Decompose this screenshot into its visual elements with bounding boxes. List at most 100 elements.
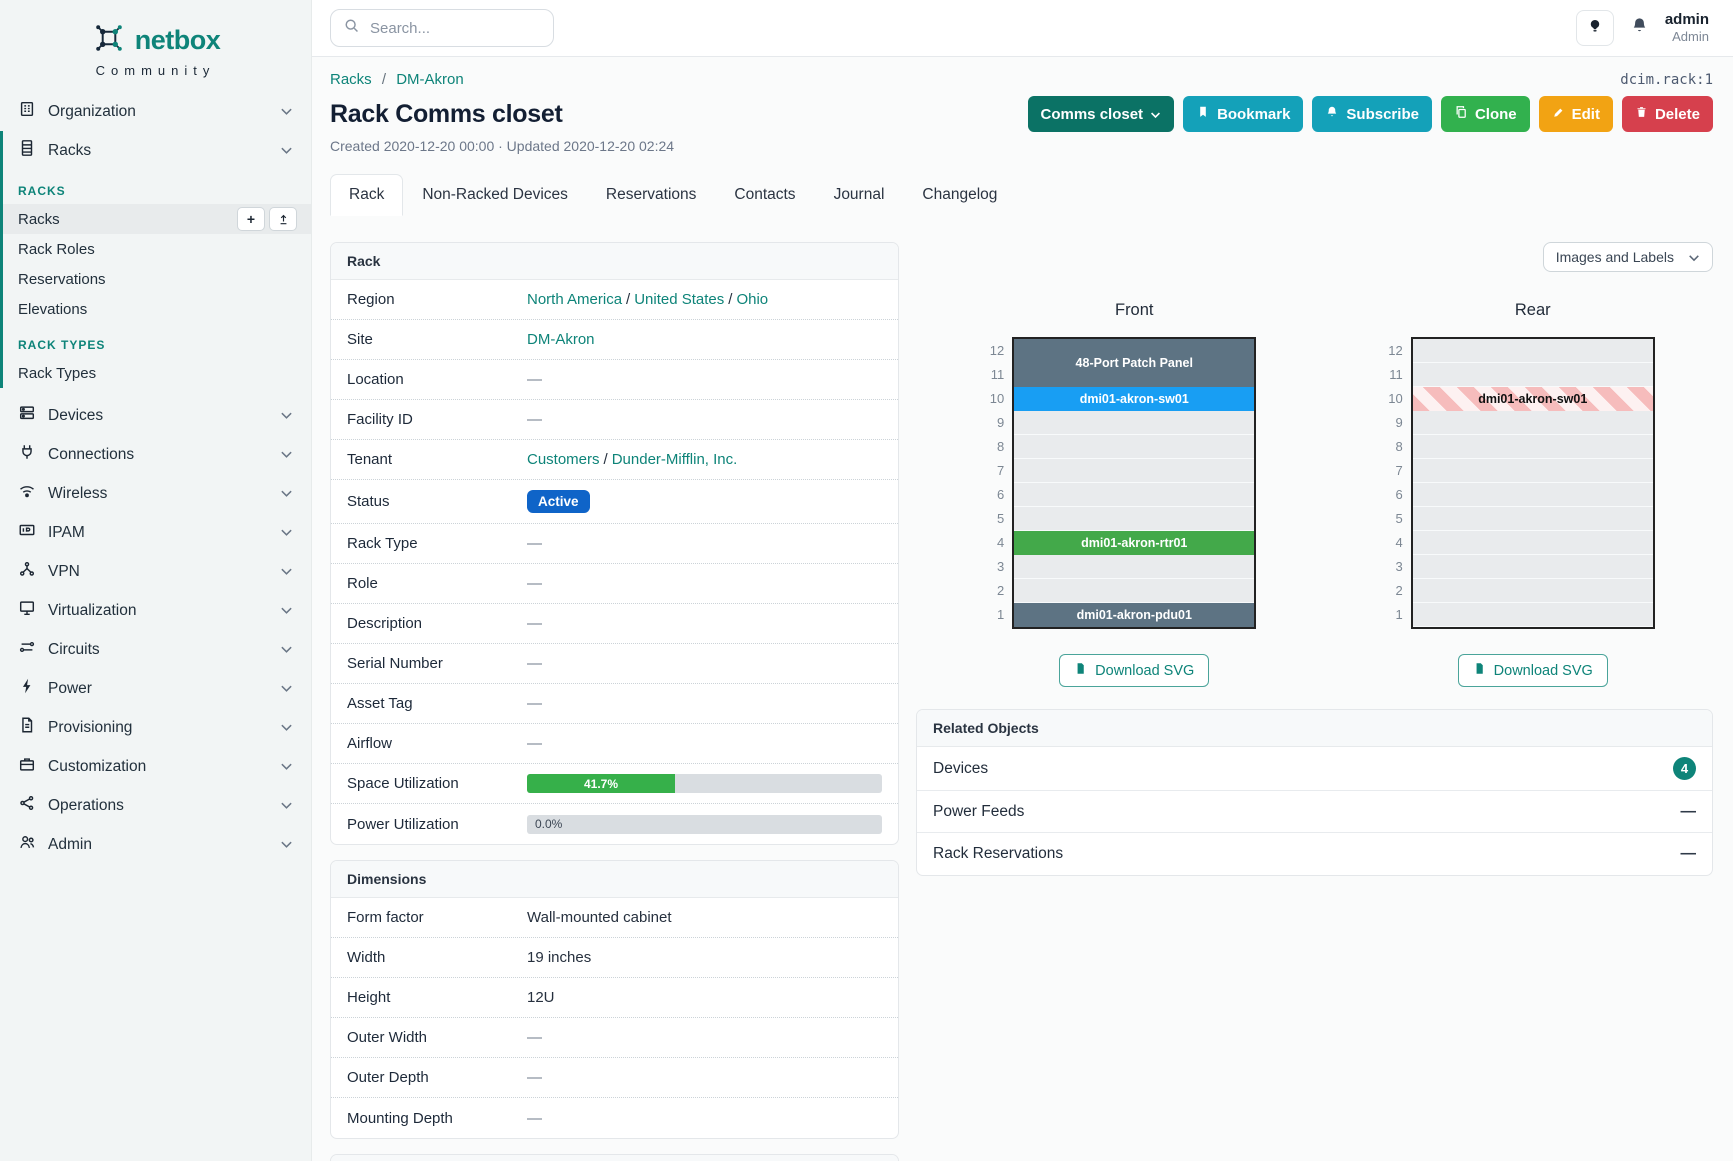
sidebar-item-organization[interactable]: Organization bbox=[0, 92, 311, 131]
tenant-link[interactable]: Dunder-Mifflin, Inc. bbox=[611, 451, 738, 468]
nodes-icon bbox=[18, 794, 36, 817]
elevation-view-label: Images and Labels bbox=[1555, 249, 1674, 265]
empty-rack-slot[interactable] bbox=[1412, 579, 1653, 603]
file-icon bbox=[1074, 661, 1087, 680]
sidebar-item-provisioning[interactable]: Provisioning bbox=[0, 708, 311, 747]
bookmark-button[interactable]: Bookmark bbox=[1183, 96, 1304, 132]
site-link[interactable]: DM-Akron bbox=[527, 331, 595, 348]
unit-number-labels: 12 11 10 9 8 7 6 5 4 3 2 1 bbox=[974, 337, 1004, 629]
view-dropdown-button[interactable]: Comms closet bbox=[1027, 96, 1175, 132]
sidebar-item-admin[interactable]: Admin bbox=[0, 825, 311, 864]
row-label: Power Utilization bbox=[347, 815, 459, 833]
sidebar-item-vpn[interactable]: VPN bbox=[0, 552, 311, 591]
user-menu[interactable]: admin Admin bbox=[1665, 11, 1709, 46]
related-row-rack-reservations[interactable]: Rack Reservations — bbox=[917, 833, 1712, 875]
row-label: Airflow bbox=[347, 735, 393, 752]
delete-button[interactable]: Delete bbox=[1621, 96, 1713, 132]
rack-device[interactable]: dmi01-akron-rtr01 bbox=[1014, 531, 1255, 555]
sidebar-item-connections[interactable]: Connections bbox=[0, 435, 311, 474]
empty-rack-slot[interactable] bbox=[1412, 411, 1653, 435]
empty-rack-slot[interactable] bbox=[1412, 363, 1653, 387]
sidebar-item-operations[interactable]: Operations bbox=[0, 786, 311, 825]
tab-reservations[interactable]: Reservations bbox=[605, 186, 697, 203]
related-row-devices[interactable]: Devices 4 bbox=[917, 747, 1712, 791]
rack-device[interactable]: dmi01-akron-pdu01 bbox=[1014, 603, 1255, 627]
search-input[interactable] bbox=[370, 19, 520, 37]
breadcrumb-link-site[interactable]: DM-Akron bbox=[396, 71, 464, 88]
download-svg-front-button[interactable]: Download SVG bbox=[1059, 654, 1210, 687]
empty-rack-slot[interactable] bbox=[1014, 459, 1255, 483]
tab-rack[interactable]: Rack bbox=[330, 174, 404, 216]
add-button[interactable]: + bbox=[237, 207, 265, 231]
elevation-view-select[interactable]: Images and Labels bbox=[1542, 242, 1713, 272]
racks-expanded-group: Racks RACKS Racks + Rack Role bbox=[0, 131, 311, 388]
tab-journal[interactable]: Journal bbox=[833, 186, 885, 203]
sidebar-item-wireless[interactable]: Wireless bbox=[0, 474, 311, 513]
related-row-power-feeds[interactable]: Power Feeds — bbox=[917, 791, 1712, 833]
empty-rack-slot[interactable] bbox=[1412, 603, 1653, 627]
brand-subtitle: Community bbox=[95, 63, 216, 78]
empty-rack-slot[interactable] bbox=[1412, 435, 1653, 459]
sidebar-item-racks[interactable]: Racks bbox=[0, 131, 311, 170]
region-link[interactable]: United States bbox=[634, 291, 725, 308]
import-button[interactable] bbox=[269, 207, 297, 231]
empty-rack-slot[interactable] bbox=[1412, 555, 1653, 579]
sidebar-item-power[interactable]: Power bbox=[0, 669, 311, 708]
breadcrumb-link-racks[interactable]: Racks bbox=[330, 71, 372, 88]
dimensions-row-form-factor: Form factor Wall-mounted cabinet bbox=[331, 898, 898, 938]
unit-label: 11 bbox=[1389, 367, 1403, 382]
tab-changelog[interactable]: Changelog bbox=[922, 186, 998, 203]
chevron-down-icon bbox=[280, 602, 293, 620]
sidebar-item-virtualization[interactable]: Virtualization bbox=[0, 591, 311, 630]
tenant-group-link[interactable]: Customers bbox=[527, 451, 600, 468]
sidebar-item-reservations[interactable]: Reservations bbox=[0, 264, 311, 294]
empty-rack-slot[interactable] bbox=[1014, 507, 1255, 531]
pencil-icon bbox=[1552, 106, 1565, 123]
rack-device[interactable]: dmi01-akron-sw01 bbox=[1014, 387, 1255, 411]
theme-toggle-button[interactable] bbox=[1575, 10, 1614, 46]
download-svg-rear-button[interactable]: Download SVG bbox=[1457, 654, 1608, 687]
row-label: Role bbox=[347, 575, 378, 592]
sidebar-item-devices[interactable]: Devices bbox=[0, 396, 311, 435]
empty-rack-slot[interactable] bbox=[1412, 483, 1653, 507]
sidebar-item-rack-types[interactable]: Rack Types bbox=[0, 358, 311, 388]
empty-rack-slot[interactable] bbox=[1412, 507, 1653, 531]
empty-rack-slot[interactable] bbox=[1014, 555, 1255, 579]
view-dropdown-label: Comms closet bbox=[1040, 105, 1144, 123]
tab-contacts[interactable]: Contacts bbox=[734, 186, 796, 203]
row-label: Outer Depth bbox=[347, 1069, 429, 1086]
tab-non-racked-devices[interactable]: Non-Racked Devices bbox=[422, 186, 568, 203]
empty-rack-slot[interactable] bbox=[1412, 531, 1653, 555]
building-icon bbox=[18, 100, 36, 123]
rack-device[interactable]: 48-Port Patch Panel bbox=[1014, 339, 1255, 387]
edit-button[interactable]: Edit bbox=[1538, 96, 1613, 132]
sidebar-item-label: Devices bbox=[48, 406, 104, 424]
copy-icon bbox=[1454, 105, 1468, 123]
unit-label: 6 bbox=[1395, 487, 1403, 502]
row-label: Facility ID bbox=[347, 411, 413, 428]
sidebar-item-circuits[interactable]: Circuits bbox=[0, 630, 311, 669]
empty-rack-slot[interactable] bbox=[1014, 483, 1255, 507]
sidebar-item-label: Customization bbox=[48, 757, 147, 775]
brand[interactable]: netbox Community bbox=[0, 14, 311, 92]
region-link[interactable]: North America bbox=[527, 291, 623, 308]
search-box[interactable] bbox=[330, 9, 554, 47]
rack-device[interactable]: dmi01-akron-sw01 bbox=[1412, 387, 1653, 411]
sidebar-item-racks-list[interactable]: Racks + bbox=[0, 204, 311, 234]
sidebar-item-customization[interactable]: Customization bbox=[0, 747, 311, 786]
empty-rack-slot[interactable] bbox=[1014, 579, 1255, 603]
region-link[interactable]: Ohio bbox=[736, 291, 769, 308]
empty-rack-slot[interactable] bbox=[1412, 339, 1653, 363]
empty-rack-slot[interactable] bbox=[1014, 411, 1255, 435]
sidebar-item-rack-roles[interactable]: Rack Roles bbox=[0, 234, 311, 264]
sidebar-section-racks: RACKS bbox=[18, 184, 66, 198]
clone-button[interactable]: Clone bbox=[1440, 96, 1530, 132]
unit-label: 6 bbox=[997, 487, 1005, 502]
empty-rack-slot[interactable] bbox=[1412, 459, 1653, 483]
top-header-bar: admin Admin bbox=[312, 0, 1733, 57]
empty-rack-slot[interactable] bbox=[1014, 435, 1255, 459]
sidebar-item-ipam[interactable]: IPAM bbox=[0, 513, 311, 552]
subscribe-button[interactable]: Subscribe bbox=[1312, 96, 1432, 132]
sidebar-item-elevations[interactable]: Elevations bbox=[0, 294, 311, 324]
notifications-bell-icon[interactable] bbox=[1630, 16, 1649, 40]
